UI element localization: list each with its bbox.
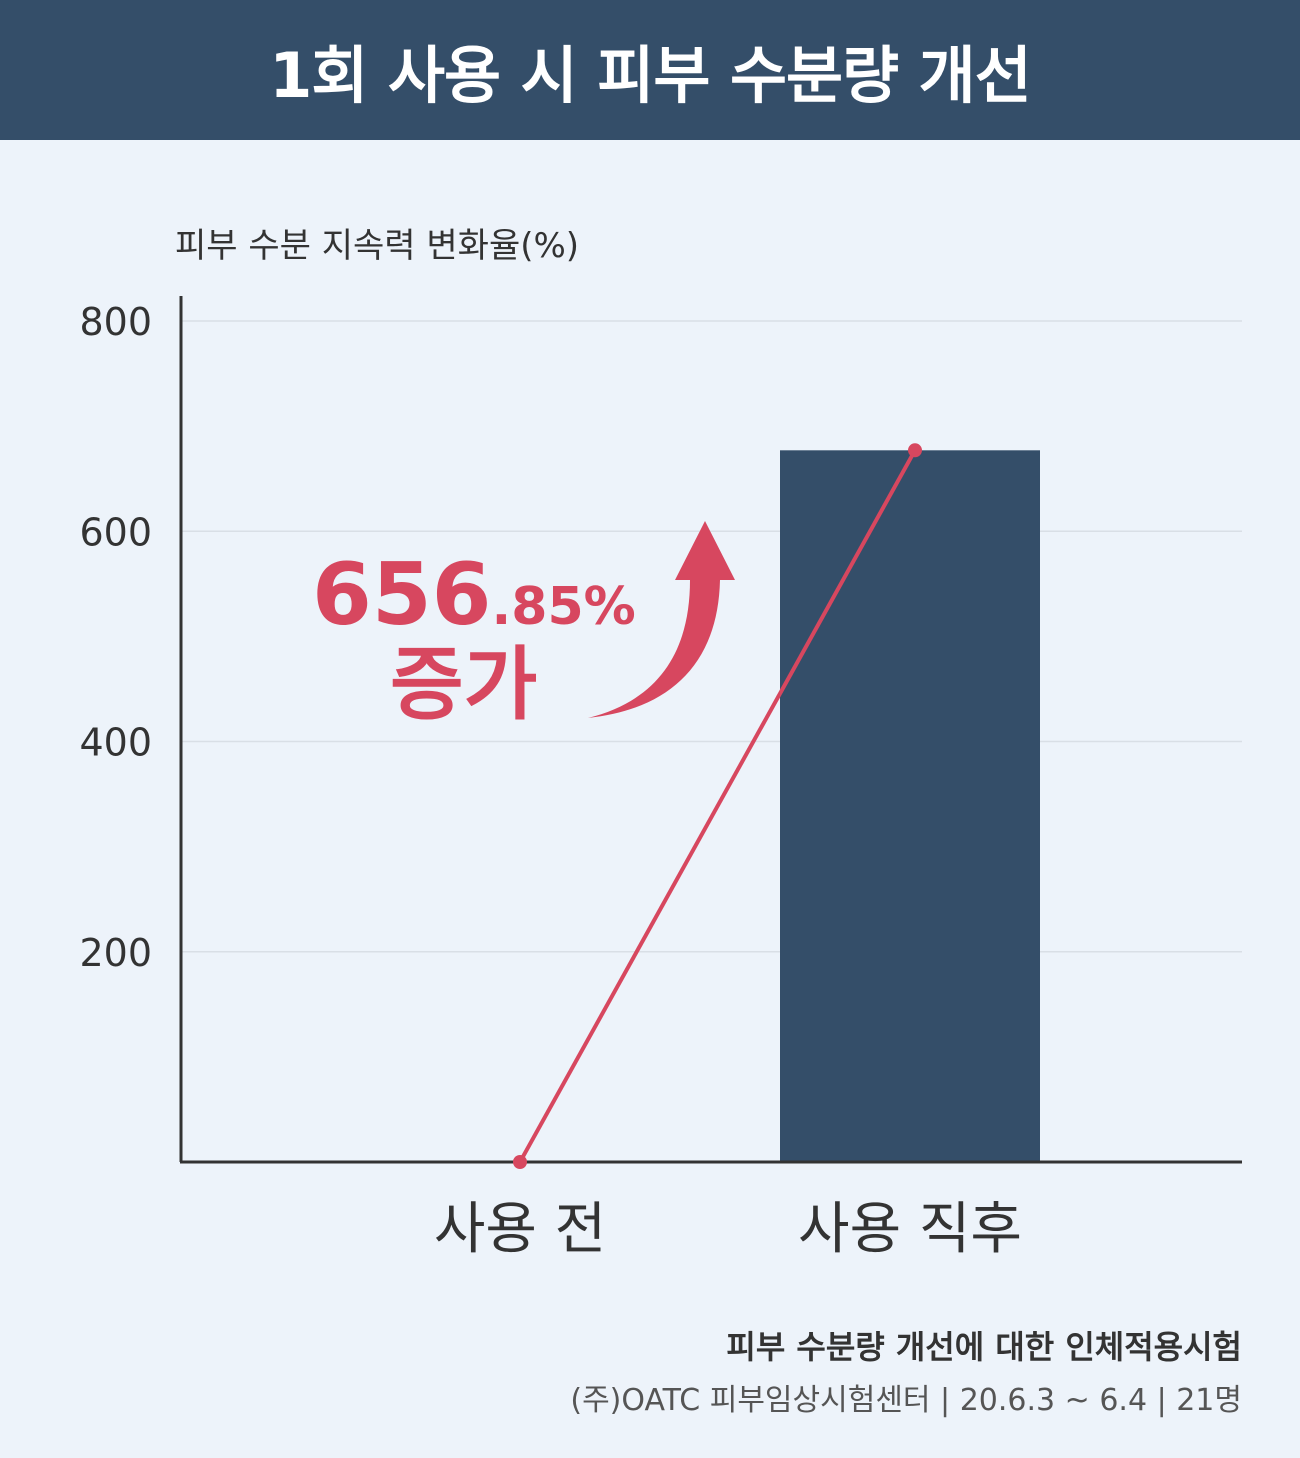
y-tick-labels: 200 400 600 800 — [79, 300, 152, 975]
gridlines — [182, 320, 1242, 953]
callout-label: 증가 — [390, 638, 537, 731]
callout-decimal: .85% — [492, 577, 636, 637]
callout-value: 656.85% — [312, 545, 636, 645]
x-tick-labels: 사용 전 사용 직후 — [434, 1197, 1022, 1262]
x-tick-label: 사용 전 — [434, 1197, 606, 1262]
page-title: 1회 사용 시 피부 수분량 개선 — [269, 39, 1032, 112]
trend-point — [908, 443, 922, 458]
y-tick-label: 800 — [79, 300, 152, 344]
footer-title: 피부 수분량 개선에 대한 인체적용시험 — [726, 1328, 1242, 1366]
axes — [179, 296, 1242, 1164]
y-tick-label: 600 — [79, 510, 152, 554]
arrow-up-curved-icon — [588, 521, 735, 718]
y-axis-label: 피부 수분 지속력 변화율(%) — [175, 226, 580, 266]
bars — [780, 450, 1040, 1163]
footer-note: (주)OATC 피부임상시험센터 | 20.6.3 ~ 6.4 | 21명 — [570, 1383, 1242, 1418]
callout-integer: 656 — [312, 545, 492, 645]
callout: 656.85% 증가 — [312, 521, 735, 731]
trend-line — [513, 443, 922, 1169]
bar — [780, 450, 1040, 1163]
trend-line-segment — [518, 449, 917, 1163]
header-banner: 1회 사용 시 피부 수분량 개선 — [0, 0, 1300, 140]
trend-point — [513, 1155, 527, 1169]
y-tick-label: 200 — [79, 931, 152, 975]
y-tick-label: 400 — [79, 721, 152, 765]
x-tick-label: 사용 직후 — [798, 1197, 1022, 1262]
